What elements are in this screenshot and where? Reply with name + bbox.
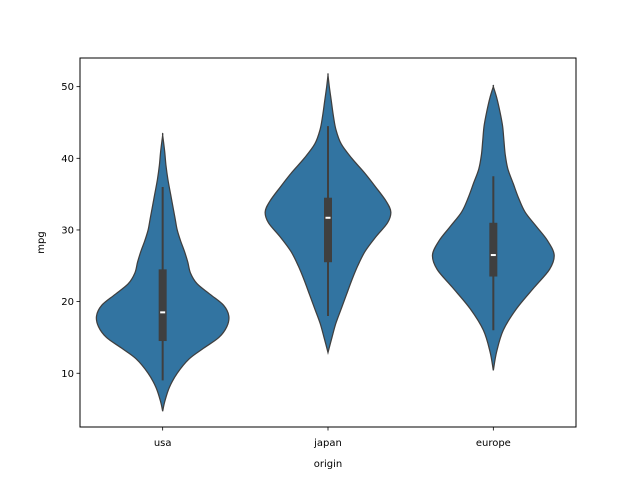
y-tick-label: 50	[61, 82, 74, 93]
x-axis-label: origin	[314, 459, 342, 470]
iqr-box-usa	[158, 269, 167, 342]
violin-group	[95, 73, 555, 412]
y-tick-label: 40	[61, 154, 74, 165]
x-tick-label: japan	[313, 438, 342, 449]
y-axis-ticks: 10 20 30 40 50	[61, 82, 80, 380]
iqr-box-japan	[324, 197, 332, 263]
median-marker-usa	[160, 311, 166, 314]
median-marker-europe	[490, 254, 496, 257]
y-tick-label: 20	[61, 297, 74, 308]
median-marker-japan	[325, 216, 331, 219]
x-axis-ticks: usa japan europe	[154, 427, 511, 449]
x-tick-label: europe	[476, 438, 511, 449]
y-axis-label: mpg	[36, 231, 47, 253]
y-tick-label: 10	[61, 369, 74, 380]
iqr-box-europe	[489, 222, 498, 277]
y-tick-label: 30	[61, 225, 74, 236]
x-tick-label: usa	[154, 438, 172, 449]
